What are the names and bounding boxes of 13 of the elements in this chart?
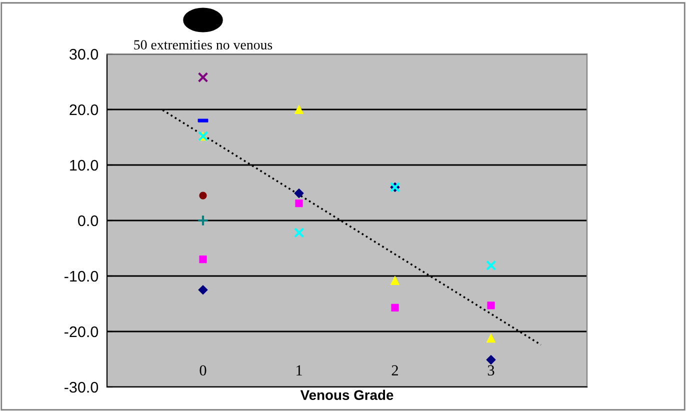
y-tick-label: 0.0 (78, 215, 98, 226)
y-tick-label: 20.0 (70, 104, 98, 116)
y-tick-label: -10.0 (64, 270, 98, 282)
x-tick-label: 3 (488, 365, 494, 376)
text: 50 extremities no venous (134, 40, 272, 50)
x-tick-label: 1 (296, 365, 302, 376)
y-tick-label: -30.0 (64, 382, 98, 393)
x-tick-label: 0 (200, 365, 206, 376)
y-tick-label: 30.0 (70, 48, 98, 60)
x-axis-title: Venous Grade (300, 390, 394, 400)
x-tick-label: 2 (392, 365, 398, 376)
y-tick-label: 10.0 (70, 160, 98, 171)
y-tick-label: -20.0 (64, 326, 98, 338)
